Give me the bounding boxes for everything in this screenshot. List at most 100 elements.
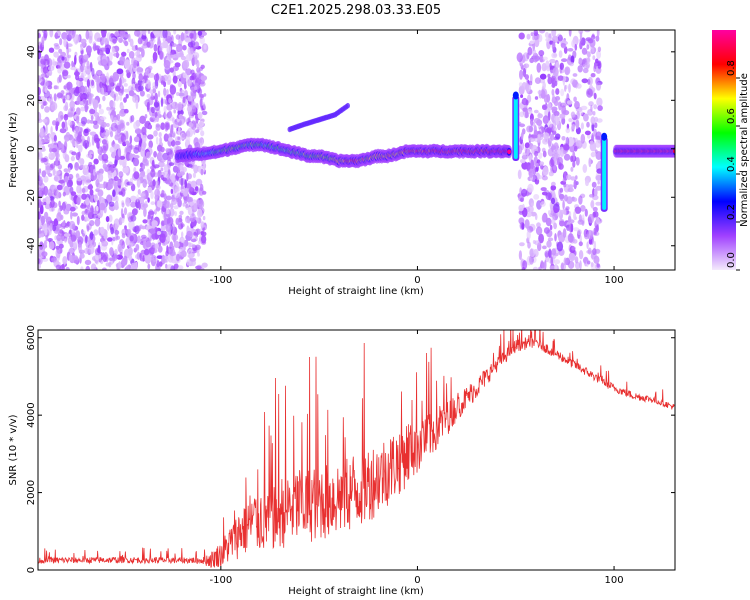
noise-blob [61, 201, 66, 211]
noise-blob [578, 57, 583, 64]
noise-blob [538, 34, 543, 43]
noise-blob [47, 173, 53, 177]
noise-blob [595, 174, 602, 181]
noise-blob [86, 225, 90, 232]
noise-blob [555, 202, 560, 207]
noise-blob [107, 170, 112, 180]
noise-blob [141, 163, 146, 170]
noise-blob [38, 32, 41, 38]
noise-blob [110, 227, 115, 235]
noise-blob [155, 124, 161, 131]
noise-blob [198, 120, 204, 127]
noise-blob [106, 123, 110, 127]
noise-blob [56, 234, 62, 242]
noise-blob [197, 252, 200, 257]
noise-blob [87, 184, 94, 190]
noise-blob [182, 73, 188, 79]
noise-blob [107, 237, 113, 242]
noise-blob [567, 187, 574, 193]
noise-blob [63, 168, 69, 173]
noise-blob [193, 231, 197, 236]
noise-blob [118, 261, 122, 270]
noise-blob [150, 191, 154, 199]
noise-blob [163, 105, 167, 113]
noise-blob [542, 245, 547, 250]
noise-blob [170, 43, 177, 48]
noise-blob [593, 92, 597, 100]
noise-blob [153, 164, 160, 169]
noise-blob [80, 135, 85, 140]
noise-blob [539, 161, 545, 166]
colorbar-tick-label: 0.6 [726, 108, 737, 124]
noise-blob [150, 38, 156, 43]
noise-blob [80, 58, 83, 66]
noise-blob [124, 59, 131, 69]
noise-blob [187, 95, 193, 102]
noise-blob [177, 109, 184, 116]
noise-blob [129, 153, 133, 161]
noise-blob [139, 170, 146, 178]
noise-blob [197, 30, 203, 36]
noise-blob [199, 94, 205, 98]
noise-blob [118, 171, 124, 178]
noise-blob [551, 52, 558, 59]
noise-blob [99, 226, 105, 235]
noise-blob [82, 178, 85, 186]
noise-blob [102, 163, 108, 169]
noise-blob [561, 105, 567, 115]
noise-blob [567, 184, 574, 189]
noise-blob [548, 210, 551, 215]
noise-blob [101, 153, 109, 162]
noise-blob [189, 253, 195, 258]
noise-blob [165, 148, 171, 153]
noise-blob [43, 201, 47, 206]
noise-blob [38, 151, 43, 160]
noise-blob [548, 249, 552, 258]
noise-blob [185, 183, 192, 189]
noise-blob [589, 194, 594, 198]
noise-blob [108, 77, 114, 88]
noise-blob [98, 258, 102, 263]
noise-blob [42, 66, 50, 74]
noise-blob [142, 155, 148, 163]
noise-blob [556, 241, 564, 252]
noise-blob [173, 188, 181, 199]
noise-blob [522, 152, 527, 158]
noise-blob [44, 135, 50, 140]
noise-blob [38, 168, 42, 174]
noise-blob [50, 163, 56, 169]
noise-blob [154, 30, 161, 38]
noise-blob [124, 40, 129, 47]
noise-blob [157, 35, 161, 45]
noise-blob [136, 251, 141, 260]
noise-blob [534, 167, 539, 173]
noise-blob [578, 241, 583, 247]
noise-blob [82, 62, 86, 68]
noise-blob [147, 197, 150, 203]
noise-blob [546, 240, 552, 248]
noise-blob [151, 248, 158, 254]
noise-blob [564, 84, 567, 92]
noise-blob [554, 263, 558, 270]
noise-blob [186, 163, 193, 168]
noise-blob [54, 170, 61, 175]
noise-blob [142, 219, 148, 224]
noise-blob [596, 30, 600, 37]
noise-blob [181, 231, 184, 238]
noise-blob [527, 241, 531, 249]
noise-blob [102, 267, 107, 270]
noise-blob [134, 154, 140, 159]
noise-blob [547, 73, 551, 78]
noise-blob [98, 183, 105, 189]
noise-blob [56, 184, 63, 191]
noise-blob [579, 235, 582, 244]
noise-blob [112, 143, 120, 149]
noise-blob [75, 152, 81, 161]
noise-blob [105, 47, 111, 55]
noise-blob [147, 214, 151, 220]
noise-blob [552, 130, 557, 135]
noise-blob [559, 187, 564, 193]
noise-blob [150, 93, 154, 98]
noise-blob [551, 181, 556, 187]
colorbar-tick-label: 0.0 [726, 252, 737, 268]
